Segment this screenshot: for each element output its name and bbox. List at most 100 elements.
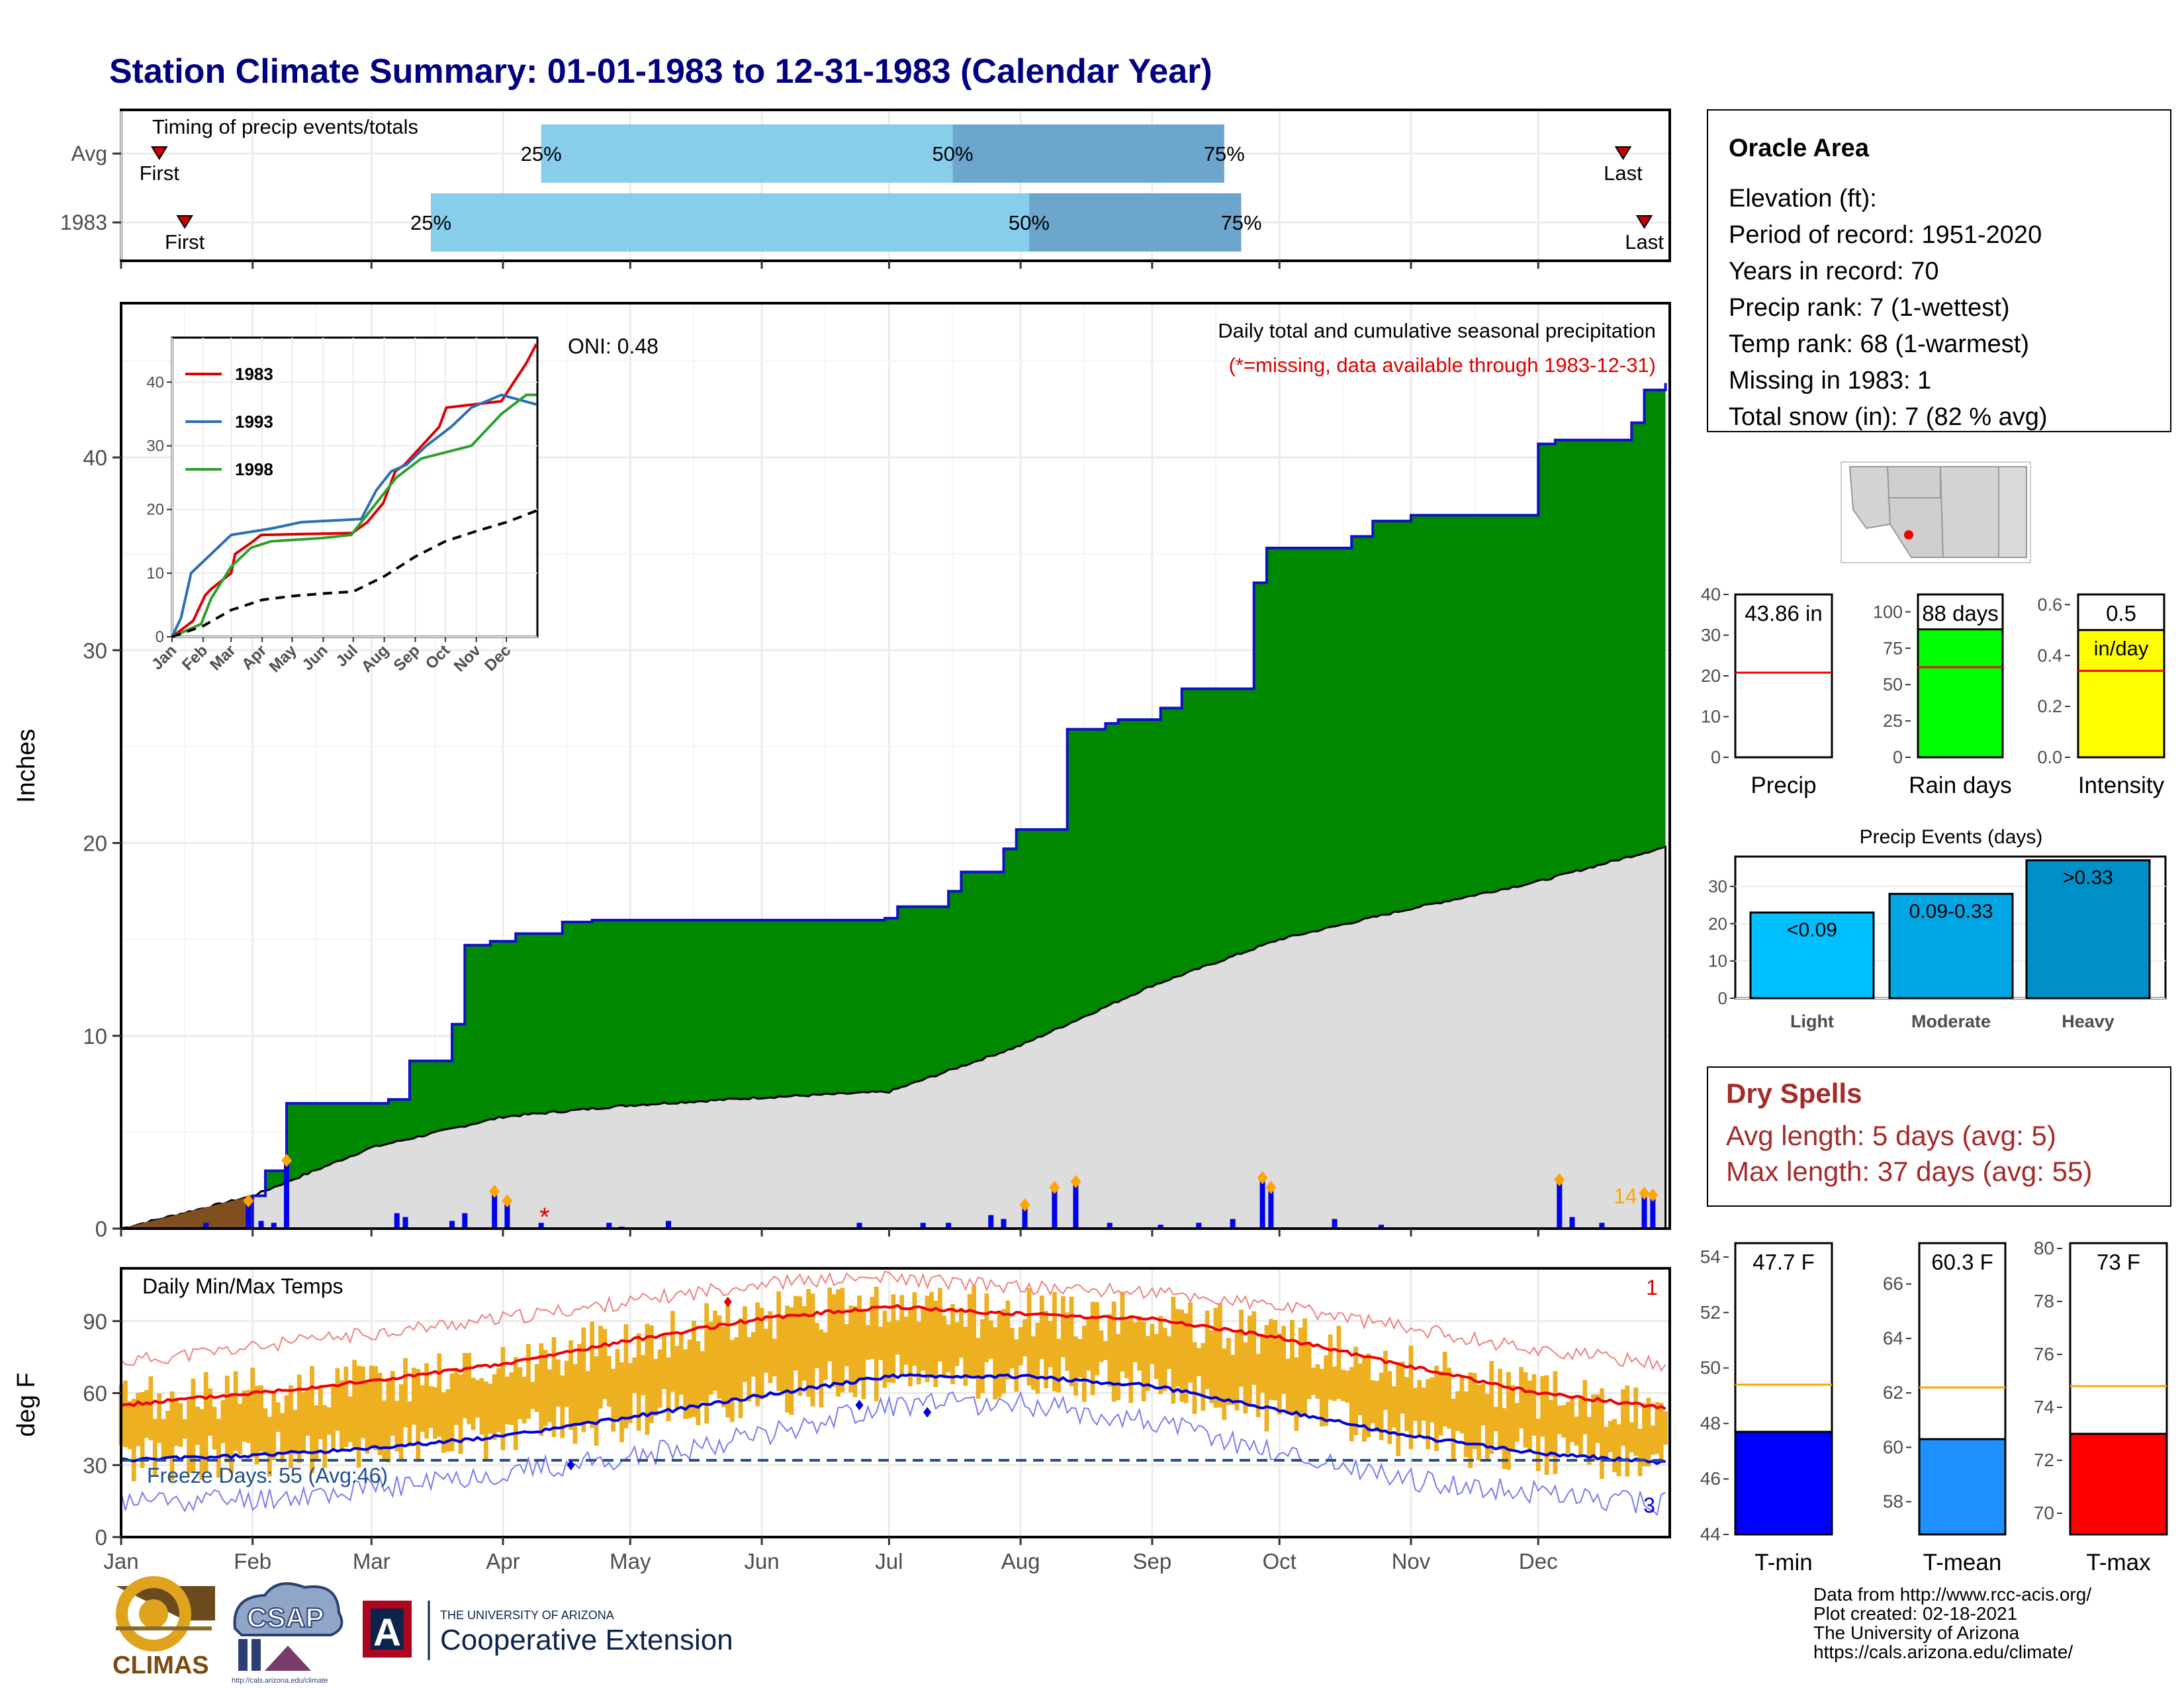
daily-temp-bar xyxy=(666,1357,671,1421)
daily-temp-bar xyxy=(827,1287,833,1362)
daily-temp-bar xyxy=(1646,1397,1651,1467)
daily-temp-bar xyxy=(1544,1375,1549,1475)
daily-temp-bar xyxy=(1213,1307,1218,1408)
daily-temp-bar xyxy=(831,1294,837,1387)
daily-temp-bar xyxy=(1345,1370,1350,1403)
daily-temp-bar xyxy=(1175,1309,1180,1387)
daily-temp-bar xyxy=(649,1325,654,1423)
event-diamond xyxy=(281,1153,293,1167)
daily-temp-bar xyxy=(1222,1348,1227,1420)
summary-value-bar xyxy=(1734,593,1833,759)
timing-q25-label: 25% xyxy=(410,211,451,234)
daily-temp-bar xyxy=(1243,1342,1248,1414)
record-marker xyxy=(923,1407,932,1418)
daily-temp-bar xyxy=(1044,1311,1048,1389)
daily-temp-bar xyxy=(441,1392,446,1453)
daily-temp-bar xyxy=(619,1362,624,1442)
daily-temp-bar xyxy=(958,1307,964,1358)
daily-temp-bar xyxy=(882,1310,887,1388)
month-tick-label: Apr xyxy=(486,1549,520,1573)
daily-temp-bar xyxy=(424,1363,429,1439)
daily-temp-bar xyxy=(954,1322,960,1366)
daily-temp-bar xyxy=(1124,1320,1129,1378)
average-precip-area xyxy=(120,845,1667,1231)
daily-temp-bar xyxy=(1234,1331,1240,1411)
daily-temp-bar xyxy=(1060,1296,1066,1358)
daily-temp-bar xyxy=(475,1380,480,1418)
daily-temp-bar xyxy=(1642,1403,1647,1467)
daily-temp-bar xyxy=(1005,1300,1011,1380)
daily-temp-bar xyxy=(993,1327,998,1400)
daily-temp-bar xyxy=(169,1391,175,1481)
daily-temp-bar xyxy=(293,1409,298,1454)
last-event-marker xyxy=(1635,215,1653,229)
daily-temp-bar xyxy=(903,1316,909,1365)
daily-temp-bar xyxy=(785,1305,790,1413)
daily-temp-bar xyxy=(696,1341,701,1426)
summary-value-bar xyxy=(1918,1438,2007,1536)
precip-events-chart: Precip Events (days) 0 10 20 30 <0.09 Light 0.… xyxy=(1708,826,2167,1031)
daily-temp-bar xyxy=(136,1393,141,1446)
daily-temp-bar xyxy=(1167,1336,1171,1369)
summary-y-tick-label: 0.2 xyxy=(2037,696,2062,716)
daily-temp-bar xyxy=(382,1400,387,1462)
daily-temp-bar xyxy=(1477,1384,1481,1461)
csap-logo: CSAP http://cals.arizona.edu/climate xyxy=(232,1582,343,1685)
summary-y-tick-label: 58 xyxy=(1883,1491,1903,1512)
daily-precip-bar xyxy=(666,1221,672,1229)
daily-precip-bar xyxy=(1022,1207,1028,1229)
summary-y-tick-label: 60 xyxy=(1883,1436,1903,1457)
daily-precip-bar xyxy=(271,1223,277,1229)
precip-y-tick-label: 20 xyxy=(83,831,107,856)
daily-temp-bar xyxy=(1426,1379,1430,1450)
credit-line-date: Plot created: 02-18-2021 xyxy=(1813,1603,2017,1624)
daily-temp-bar xyxy=(1120,1291,1125,1372)
daily-temp-bar xyxy=(1663,1411,1668,1445)
daily-temp-bar xyxy=(1264,1325,1269,1432)
daily-temp-bar xyxy=(1332,1366,1337,1401)
daily-temp-bar xyxy=(946,1324,951,1373)
daily-temp-bar xyxy=(1141,1321,1146,1401)
climas-wordmark: CLIMAS xyxy=(113,1652,209,1679)
daily-temp-bar xyxy=(1502,1408,1507,1470)
daily-temp-bar xyxy=(865,1325,870,1360)
daily-temp-bar xyxy=(636,1333,641,1431)
temp-y-tick-label: 30 xyxy=(83,1453,107,1477)
timing-q50-label: 50% xyxy=(1009,211,1050,234)
daily-temp-bar xyxy=(1099,1330,1104,1362)
freeze-days-label: Freeze Days: 55 (Avg:46) xyxy=(147,1464,388,1487)
ua-letter: A xyxy=(373,1611,401,1654)
timing-bar-q50-q75 xyxy=(952,124,1224,183)
daily-temp-bar xyxy=(390,1371,395,1436)
precip-y-tick-label: 30 xyxy=(83,638,107,663)
daily-temp-bar xyxy=(1527,1380,1532,1453)
daily-temp-bar xyxy=(462,1352,467,1419)
daily-temp-bar xyxy=(1205,1310,1210,1389)
timing-panel: Avg 25% 50% 75% First Last 1983 25% 50% 75% First L… xyxy=(60,109,1671,269)
daily-temp-bar xyxy=(632,1357,637,1393)
record-marker xyxy=(855,1399,864,1411)
daily-temp-bar xyxy=(793,1295,798,1371)
daily-temp-bar xyxy=(708,1321,713,1395)
inset-y-tick-label: 10 xyxy=(146,565,164,583)
daily-temp-bar xyxy=(743,1306,747,1382)
daily-temp-bar xyxy=(547,1369,552,1423)
daily-temp-bar xyxy=(513,1357,518,1450)
daily-temp-bar xyxy=(551,1336,557,1437)
avg-min-line xyxy=(120,1373,1666,1466)
summary-chart-title: Intensity xyxy=(2078,773,2165,798)
daily-temp-bar xyxy=(492,1374,497,1440)
daily-temp-bar xyxy=(1281,1325,1287,1394)
daily-temp-bar xyxy=(157,1393,162,1443)
daily-temp-bar xyxy=(1128,1315,1134,1403)
summary-chart-title: Precip xyxy=(1751,773,1816,798)
daily-temp-bar xyxy=(874,1286,879,1401)
event-diamond xyxy=(1554,1173,1565,1187)
dry-spells-box: Dry Spells Avg length: 5 days (avg: 5) M… xyxy=(1707,1066,2171,1207)
event-diamond xyxy=(502,1194,513,1208)
daily-temp-bar xyxy=(437,1353,442,1437)
daily-temp-bar xyxy=(263,1408,268,1456)
daily-temp-bar xyxy=(662,1335,667,1389)
